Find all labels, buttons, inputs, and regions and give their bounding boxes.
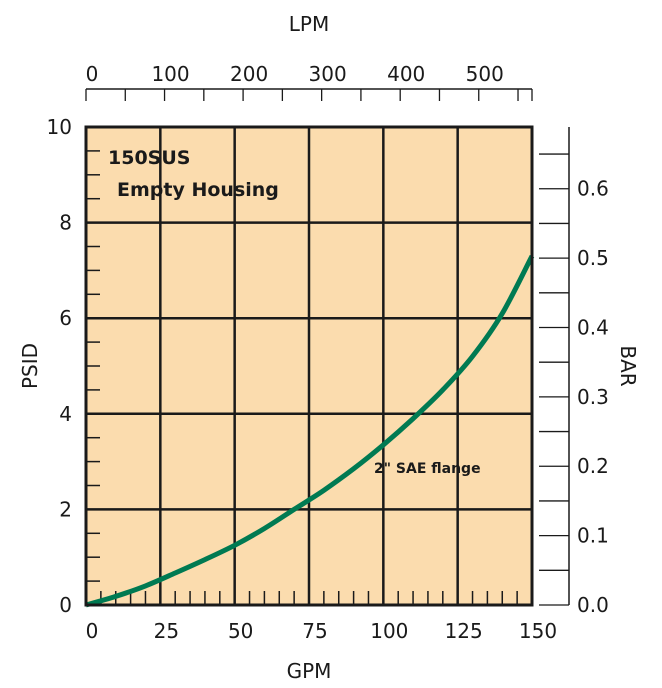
top-tick-label: 200 — [230, 62, 268, 86]
top-tick-label: 100 — [151, 62, 189, 86]
bottom-tick-label: 25 — [154, 619, 179, 643]
top-tick-label: 500 — [466, 62, 504, 86]
right-tick-label: 0.3 — [577, 385, 609, 409]
top-tick-label: 400 — [387, 62, 425, 86]
bottom-tick-label: 50 — [228, 619, 253, 643]
top-tick-label: 300 — [309, 62, 347, 86]
right-tick-label: 0.6 — [577, 177, 609, 201]
right-tick-label: 0.1 — [577, 524, 609, 548]
left-tick-label: 8 — [59, 211, 72, 235]
annotation-line-2: Empty Housing — [117, 179, 279, 201]
left-axis-title: PSID — [18, 343, 42, 389]
left-tick-label: 2 — [59, 497, 72, 521]
axes — [84, 88, 570, 607]
bottom-axis-title: GPM — [287, 659, 332, 683]
pressure-drop-curve — [85, 254, 535, 608]
left-tick-label: 10 — [47, 115, 72, 139]
right-axis-title: BAR — [616, 345, 640, 386]
bottom-tick-label: 125 — [445, 619, 483, 643]
bottom-tick-label: 150 — [519, 619, 557, 643]
right-tick-label: 0.0 — [577, 593, 609, 617]
top-axis-title: LPM — [289, 12, 329, 36]
bottom-tick-label: 100 — [370, 619, 408, 643]
annotation-line-1: 150SUS — [108, 147, 190, 169]
right-tick-label: 0.2 — [577, 454, 609, 478]
left-tick-label: 4 — [59, 402, 72, 426]
top-tick-label: 0 — [86, 62, 99, 86]
left-tick-label: 0 — [59, 593, 72, 617]
bottom-tick-label: 75 — [302, 619, 327, 643]
bottom-tick-label: 0 — [86, 619, 99, 643]
left-tick-label: 6 — [59, 306, 72, 330]
series-label: 2" SAE flange — [374, 461, 481, 477]
right-tick-label: 0.4 — [577, 315, 609, 339]
right-tick-label: 0.5 — [577, 246, 609, 270]
plot-frame — [84, 125, 534, 607]
